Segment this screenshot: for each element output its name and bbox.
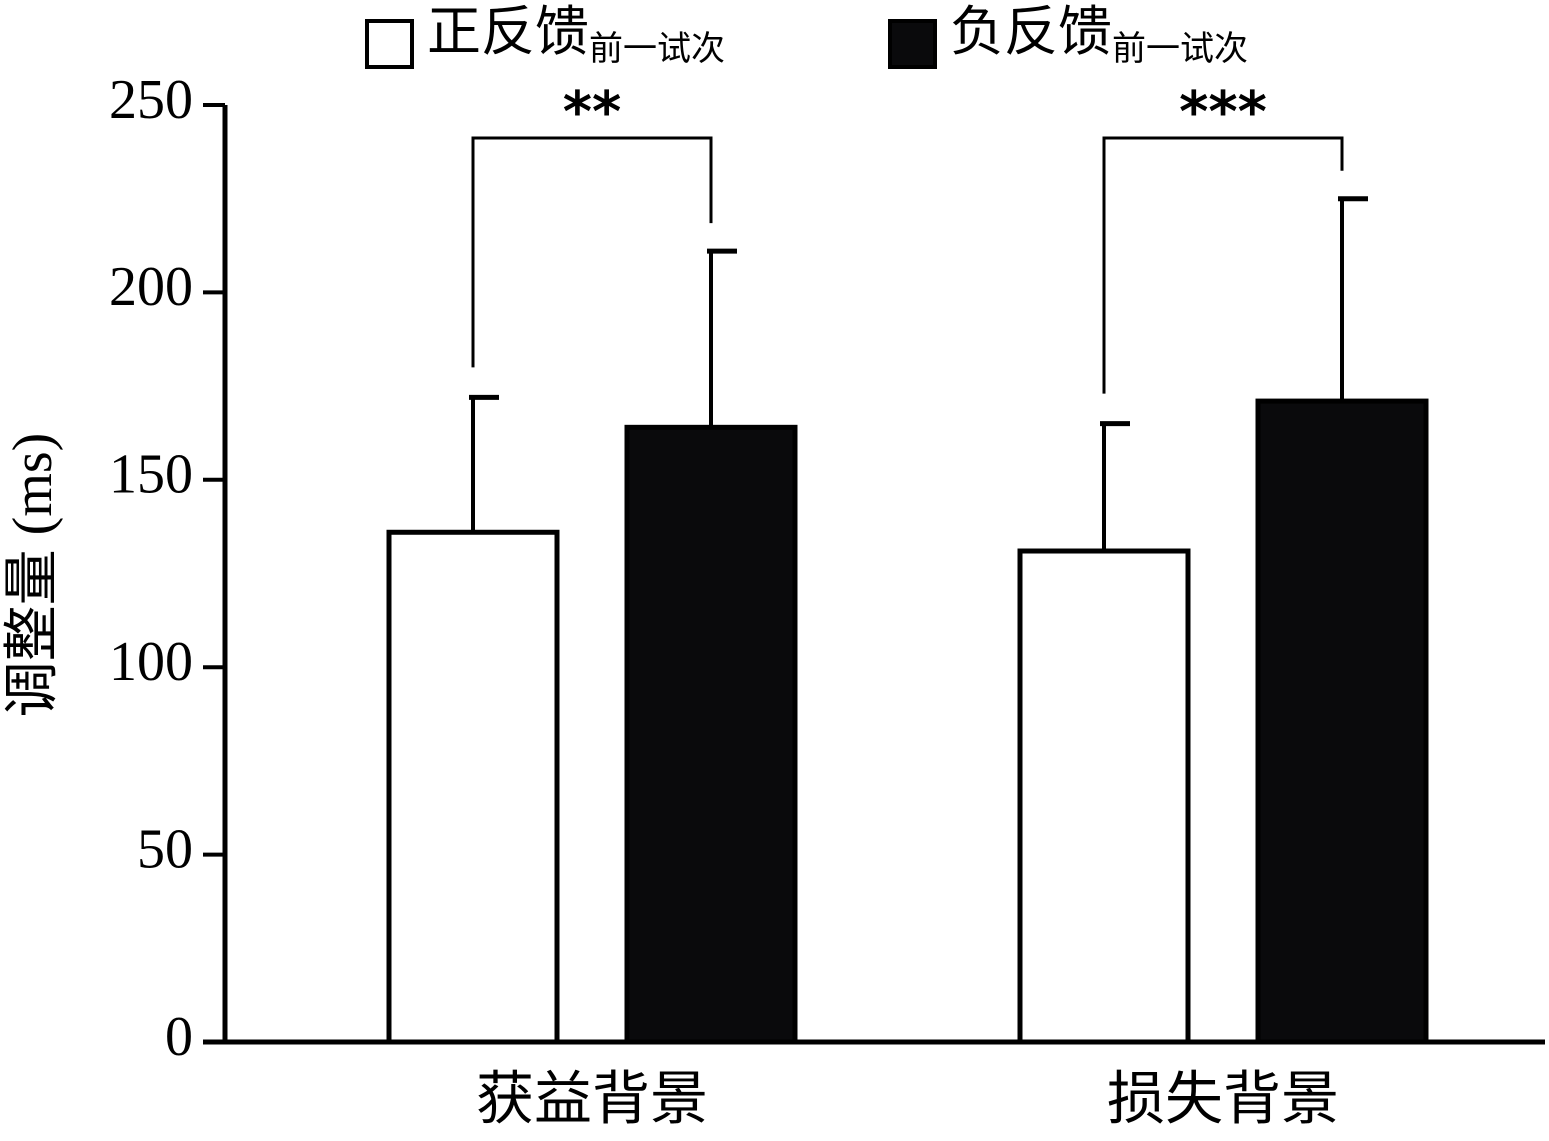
bar — [624, 424, 798, 1045]
y-tick-label: 100 — [109, 631, 193, 693]
bar — [1017, 548, 1191, 1045]
x-tick-label: 获益背景 — [476, 1066, 708, 1131]
legend-subscript: 前一试次 — [1112, 30, 1248, 68]
legend-swatch — [888, 19, 937, 69]
y-tick-label: 200 — [109, 256, 193, 318]
significance-bracket — [1102, 136, 1344, 394]
legend-label: 正反馈前一试次 — [427, 2, 725, 67]
bar — [386, 529, 560, 1045]
bar — [1255, 398, 1429, 1045]
y-tick-label: 250 — [109, 69, 193, 131]
legend-swatch — [365, 19, 414, 69]
y-tick-label: 50 — [137, 818, 193, 880]
error-bar — [1338, 196, 1368, 402]
significance-label: ** — [563, 80, 622, 145]
significance-bracket — [471, 136, 713, 368]
legend-name: 正反馈 — [427, 2, 589, 62]
legend-label: 负反馈前一试次 — [950, 2, 1248, 67]
significance-label: *** — [1179, 80, 1267, 145]
y-axis-label: 调整量 (ms) — [2, 433, 64, 718]
y-tick-label: 150 — [109, 444, 193, 506]
y-tick-label: 0 — [165, 1006, 193, 1068]
error-bar — [469, 394, 499, 533]
legend-name: 负反馈 — [950, 2, 1112, 62]
x-tick-label: 损失背景 — [1107, 1066, 1339, 1131]
error-bar — [707, 248, 737, 428]
error-bar — [1100, 421, 1130, 552]
legend-subscript: 前一试次 — [589, 30, 725, 68]
